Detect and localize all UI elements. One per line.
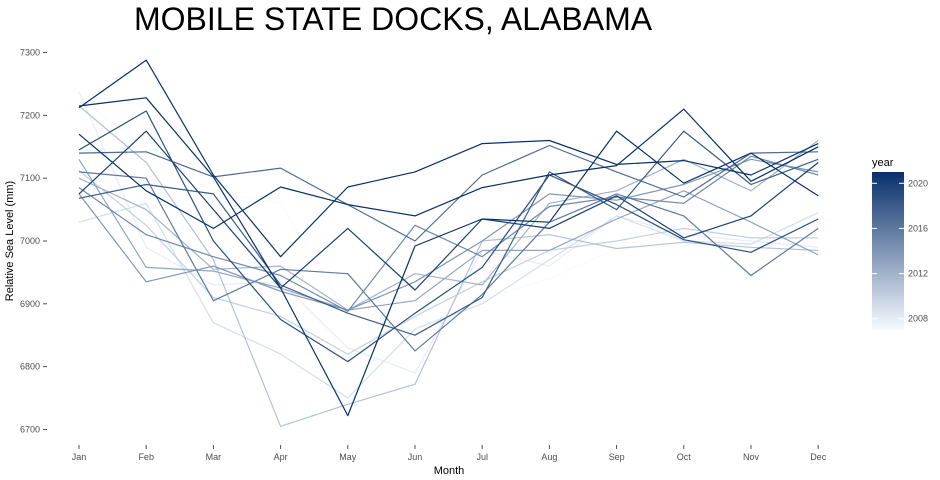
x-tick-label: Apr [274,452,288,462]
y-tick-label: 7300 [20,48,40,58]
legend-tick-label: 2016 [908,223,928,233]
x-tick-label: Mar [206,452,222,462]
legend-tick-label: 2012 [908,269,928,279]
x-tick-label: Sep [609,452,625,462]
x-tick-label: May [339,452,357,462]
y-tick-label: 6900 [20,299,40,309]
x-tick-label: Jan [72,452,87,462]
legend: year 2008 2012 2016 2020 [872,157,928,330]
x-tick-label: Jul [476,452,488,462]
x-axis: Jan Feb Mar Apr May Jun Jul Aug Sep Oct Nov Dec [72,445,827,462]
series-line [78,105,819,427]
y-tick-label: 7100 [20,173,40,183]
series-lines [78,59,819,427]
x-tick-label: Feb [138,452,154,462]
legend-title: year [872,157,894,169]
series-line [78,171,819,352]
y-axis: 6700 6800 6900 7000 7100 7200 7300 [20,48,47,434]
legend-tick-label: 2020 [908,178,928,188]
series-line [78,97,819,330]
x-tick-label: Oct [677,452,692,462]
y-tick-label: 7000 [20,236,40,246]
series-line [78,108,819,229]
series-line [78,140,819,311]
y-tick-label: 7200 [20,110,40,120]
x-tick-label: Nov [743,452,760,462]
series-line [78,130,819,291]
x-tick-label: Dec [810,452,827,462]
series-line [78,170,819,355]
series-line [78,97,819,417]
y-tick-label: 6700 [20,424,40,434]
series-line [78,110,819,363]
x-axis-title: Month [434,465,465,477]
y-tick-label: 6800 [20,362,40,372]
series-line [78,59,819,258]
chart-title: MOBILE STATE DOCKS, ALABAMA [134,1,653,37]
x-tick-label: Jun [408,452,423,462]
x-tick-label: Aug [541,452,557,462]
series-line [78,144,819,242]
legend-colorbar [872,172,904,330]
series-line [78,155,819,312]
series-line [78,130,819,336]
y-axis-title: Relative Sea Level (mm) [4,181,16,301]
legend-tick-label: 2008 [908,314,928,324]
series-line [78,158,819,311]
